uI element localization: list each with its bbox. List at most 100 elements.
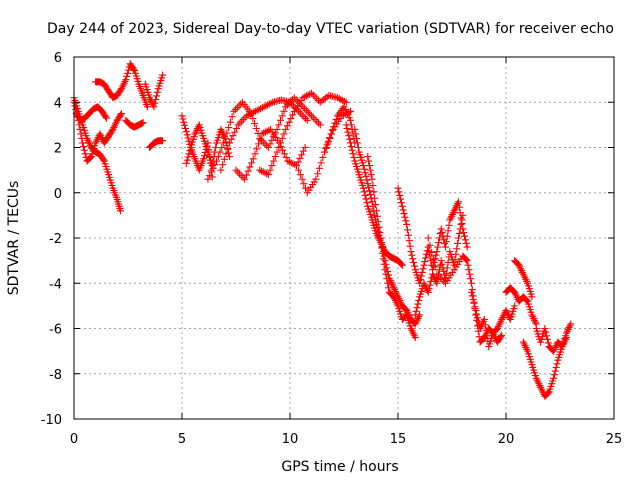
data-point bbox=[402, 217, 410, 225]
data-point bbox=[347, 143, 355, 151]
data-point bbox=[351, 125, 359, 133]
data-point bbox=[139, 119, 147, 127]
data-point bbox=[378, 243, 386, 251]
data-point bbox=[181, 121, 189, 129]
data-point bbox=[410, 262, 418, 270]
data-point bbox=[384, 271, 392, 279]
data-point bbox=[292, 96, 300, 104]
data-point bbox=[266, 140, 274, 148]
data-point bbox=[424, 288, 432, 296]
data-point bbox=[342, 121, 350, 129]
data-point bbox=[143, 103, 151, 111]
data-point bbox=[377, 234, 385, 242]
x-tick-label: 15 bbox=[390, 432, 407, 447]
data-point bbox=[407, 248, 415, 256]
x-axis-title: GPS time / hours bbox=[281, 459, 398, 475]
data-point bbox=[314, 170, 322, 178]
data-point bbox=[467, 288, 475, 296]
data-point bbox=[434, 243, 442, 251]
data-point bbox=[185, 137, 193, 145]
data-point bbox=[217, 166, 225, 174]
data-point bbox=[278, 112, 286, 120]
data-point bbox=[368, 175, 376, 183]
data-point bbox=[313, 117, 321, 125]
data-point bbox=[275, 144, 283, 151]
data-point bbox=[315, 164, 323, 172]
data-point bbox=[283, 122, 291, 130]
data-point bbox=[273, 125, 281, 133]
data-point bbox=[321, 148, 329, 156]
data-point bbox=[86, 153, 94, 161]
data-point bbox=[204, 175, 212, 183]
data-point bbox=[275, 121, 283, 129]
data-point bbox=[455, 229, 463, 237]
data-point bbox=[231, 128, 239, 136]
series-arc-24 bbox=[511, 257, 536, 301]
grid-layer bbox=[74, 57, 614, 419]
data-point bbox=[423, 247, 431, 255]
x-tick-label: 5 bbox=[178, 432, 186, 447]
series-arc-8 bbox=[178, 112, 216, 181]
data-point bbox=[443, 264, 451, 272]
series-arc-1 bbox=[70, 94, 124, 215]
data-point bbox=[455, 203, 463, 211]
data-point bbox=[567, 320, 575, 328]
data-point bbox=[185, 150, 193, 158]
data-point bbox=[482, 326, 490, 334]
data-point bbox=[218, 144, 226, 151]
data-point bbox=[346, 107, 354, 115]
data-point bbox=[461, 236, 469, 244]
data-point bbox=[251, 120, 259, 128]
data-point bbox=[117, 86, 125, 94]
data-point bbox=[353, 134, 361, 142]
data-point bbox=[435, 239, 443, 247]
data-point bbox=[99, 156, 107, 164]
data-point bbox=[471, 303, 479, 311]
data-point bbox=[323, 141, 331, 149]
data-point bbox=[444, 227, 452, 235]
data-point bbox=[442, 269, 450, 277]
x-tick-label: 20 bbox=[498, 432, 515, 447]
data-point bbox=[362, 195, 370, 203]
data-point bbox=[426, 252, 434, 260]
y-tick-label: -10 bbox=[41, 413, 62, 428]
data-point bbox=[270, 157, 278, 165]
data-point bbox=[223, 129, 231, 137]
data-point bbox=[226, 118, 234, 126]
series-arc-3 bbox=[72, 103, 110, 124]
data-point bbox=[306, 110, 314, 118]
data-point bbox=[473, 314, 481, 322]
data-point bbox=[317, 159, 325, 167]
data-point bbox=[397, 260, 405, 268]
data-point bbox=[361, 169, 369, 177]
data-point bbox=[442, 238, 450, 246]
data-point bbox=[295, 166, 303, 174]
data-point bbox=[312, 175, 320, 183]
data-point bbox=[353, 139, 361, 147]
data-point bbox=[426, 281, 434, 289]
data-point bbox=[159, 137, 167, 145]
data-point bbox=[497, 333, 505, 341]
data-point bbox=[122, 76, 130, 84]
data-point bbox=[343, 124, 351, 132]
data-point bbox=[276, 116, 284, 124]
data-point bbox=[116, 207, 124, 215]
data-point bbox=[411, 311, 419, 319]
series-arc-11 bbox=[217, 96, 311, 174]
data-point bbox=[422, 254, 430, 262]
data-point bbox=[465, 266, 473, 274]
data-point bbox=[363, 176, 371, 184]
data-point bbox=[271, 153, 279, 161]
data-point bbox=[238, 117, 246, 125]
data-point bbox=[468, 292, 476, 300]
data-point bbox=[451, 256, 459, 264]
data-point bbox=[241, 175, 249, 183]
data-point bbox=[551, 367, 559, 375]
data-point bbox=[228, 113, 236, 121]
data-point bbox=[376, 229, 384, 237]
data-point bbox=[330, 123, 338, 131]
data-point bbox=[123, 72, 131, 80]
data-point bbox=[180, 118, 188, 126]
data-point bbox=[404, 226, 412, 234]
data-point bbox=[409, 255, 417, 263]
